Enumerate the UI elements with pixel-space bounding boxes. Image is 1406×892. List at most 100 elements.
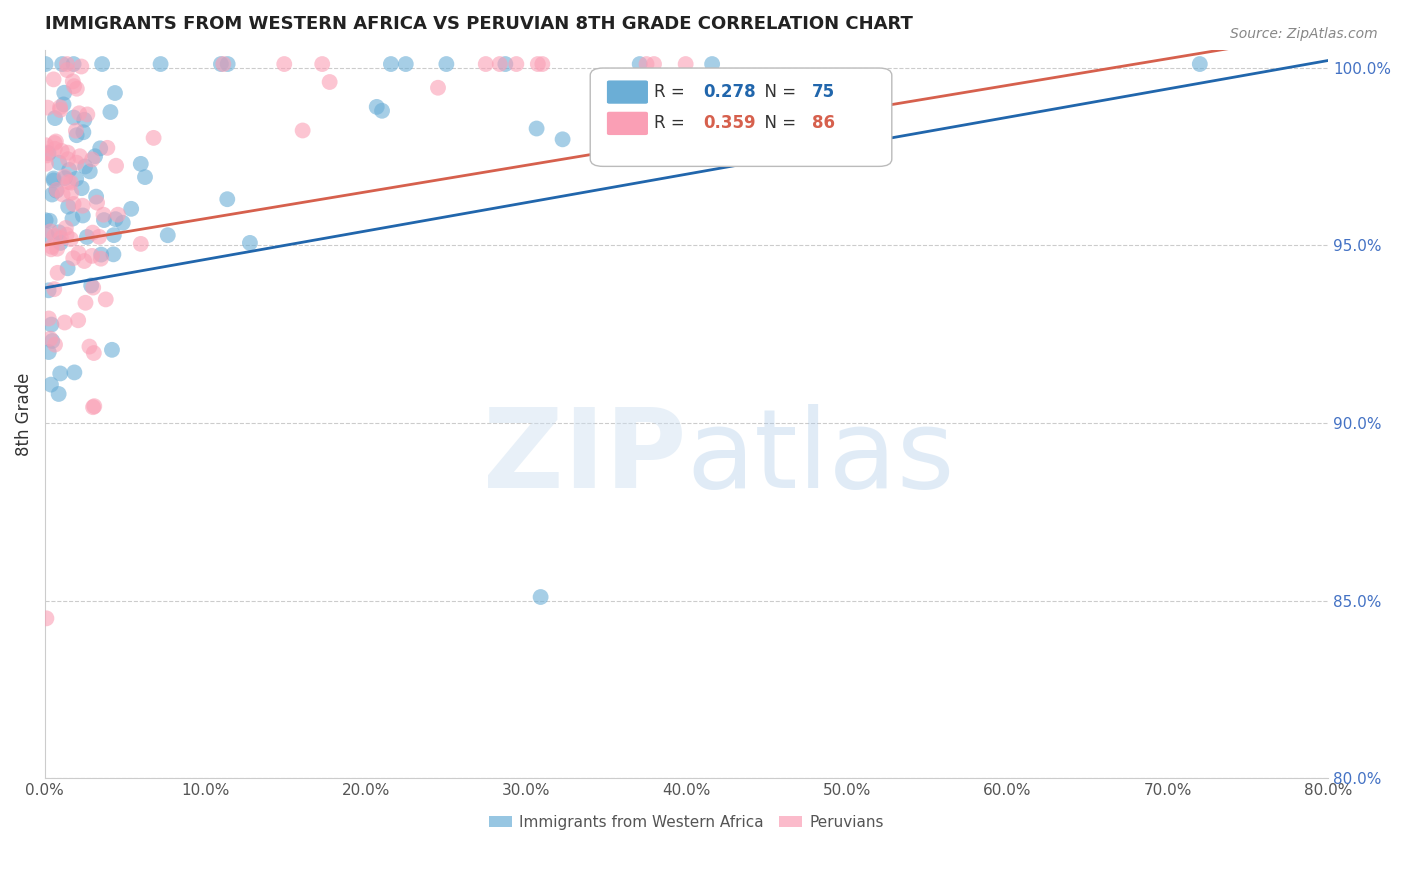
Immigrants from Western Africa	[76, 230, 98, 244]
Peruvians	[527, 57, 550, 71]
Immigrants from Western Africa	[72, 209, 94, 223]
Immigrants from Western Africa	[44, 111, 66, 125]
Immigrants from Western Africa	[526, 121, 548, 136]
Peruvians	[44, 136, 66, 150]
Peruvians	[45, 135, 67, 149]
Immigrants from Western Africa	[91, 57, 114, 71]
Text: ZIP: ZIP	[484, 404, 686, 511]
Peruvians	[55, 227, 77, 242]
Peruvians	[56, 63, 79, 78]
Peruvians	[107, 208, 129, 222]
Immigrants from Western Africa	[51, 57, 73, 71]
Peruvians	[474, 57, 496, 71]
Peruvians	[83, 399, 105, 413]
Immigrants from Western Africa	[65, 172, 87, 186]
Immigrants from Western Africa	[90, 247, 112, 261]
Peruvians	[51, 144, 73, 158]
Peruvians	[65, 155, 87, 169]
Text: Source: ZipAtlas.com: Source: ZipAtlas.com	[1230, 27, 1378, 41]
Peruvians	[35, 145, 58, 160]
Peruvians	[80, 249, 103, 263]
Immigrants from Western Africa	[56, 200, 79, 214]
Immigrants from Western Africa	[494, 57, 516, 71]
Peruvians	[67, 246, 90, 260]
Immigrants from Western Africa	[38, 345, 60, 359]
Peruvians	[427, 80, 450, 95]
Immigrants from Western Africa	[239, 235, 262, 250]
Peruvians	[69, 149, 91, 163]
Peruvians	[35, 157, 58, 171]
Immigrants from Western Africa	[530, 590, 553, 604]
Peruvians	[93, 208, 115, 222]
Peruvians	[63, 79, 86, 94]
Peruvians	[35, 138, 58, 153]
Immigrants from Western Africa	[129, 157, 152, 171]
Immigrants from Western Africa	[380, 57, 402, 71]
Peruvians	[86, 195, 108, 210]
Immigrants from Western Africa	[84, 149, 107, 163]
Text: N =: N =	[755, 114, 801, 132]
Immigrants from Western Africa	[89, 141, 111, 155]
Peruvians	[46, 266, 69, 280]
Peruvians	[44, 229, 66, 244]
Immigrants from Western Africa	[551, 132, 574, 146]
Peruvians	[96, 141, 118, 155]
Peruvians	[56, 153, 79, 167]
Immigrants from Western Africa	[93, 213, 115, 227]
Immigrants from Western Africa	[217, 192, 239, 206]
Peruvians	[72, 199, 94, 213]
Immigrants from Western Africa	[42, 173, 65, 187]
Peruvians	[82, 226, 104, 240]
Peruvians	[105, 159, 128, 173]
Immigrants from Western Africa	[53, 86, 76, 100]
Peruvians	[44, 282, 66, 296]
Legend: Immigrants from Western Africa, Peruvians: Immigrants from Western Africa, Peruvian…	[482, 809, 890, 836]
Immigrants from Western Africa	[434, 57, 457, 71]
Peruvians	[35, 611, 58, 625]
Immigrants from Western Africa	[56, 261, 79, 276]
Peruvians	[53, 316, 76, 330]
Immigrants from Western Africa	[63, 366, 86, 380]
Peruvians	[49, 231, 72, 245]
Peruvians	[49, 103, 72, 117]
Immigrants from Western Africa	[39, 377, 62, 392]
Immigrants from Western Africa	[111, 216, 134, 230]
Immigrants from Western Africa	[104, 212, 127, 227]
Peruvians	[59, 232, 82, 246]
Immigrants from Western Africa	[49, 235, 72, 250]
Text: 75: 75	[813, 83, 835, 101]
Peruvians	[87, 229, 110, 244]
Peruvians	[82, 153, 104, 167]
Peruvians	[39, 224, 62, 238]
Peruvians	[46, 242, 69, 256]
Peruvians	[49, 100, 72, 114]
Immigrants from Western Africa	[48, 155, 70, 169]
Peruvians	[531, 57, 554, 71]
Immigrants from Western Africa	[103, 228, 125, 243]
Peruvians	[62, 74, 84, 88]
Peruvians	[76, 107, 98, 121]
Immigrants from Western Africa	[628, 57, 651, 71]
Immigrants from Western Africa	[100, 105, 122, 120]
Peruvians	[44, 142, 66, 156]
Peruvians	[58, 175, 80, 189]
Peruvians	[53, 169, 76, 184]
Peruvians	[142, 131, 165, 145]
Immigrants from Western Africa	[149, 57, 172, 71]
Immigrants from Western Africa	[70, 181, 93, 195]
Immigrants from Western Africa	[104, 86, 127, 100]
Immigrants from Western Africa	[101, 343, 124, 357]
Peruvians	[273, 57, 295, 71]
FancyBboxPatch shape	[607, 112, 648, 135]
Immigrants from Western Africa	[35, 228, 58, 243]
Immigrants from Western Africa	[34, 57, 56, 71]
Immigrants from Western Africa	[52, 97, 75, 112]
Immigrants from Western Africa	[49, 367, 72, 381]
Immigrants from Western Africa	[80, 278, 103, 293]
Immigrants from Western Africa	[209, 57, 232, 71]
Text: R =: R =	[654, 114, 690, 132]
Immigrants from Western Africa	[53, 171, 76, 186]
Immigrants from Western Africa	[217, 57, 239, 71]
Immigrants from Western Africa	[156, 228, 179, 243]
Immigrants from Western Africa	[700, 57, 723, 71]
